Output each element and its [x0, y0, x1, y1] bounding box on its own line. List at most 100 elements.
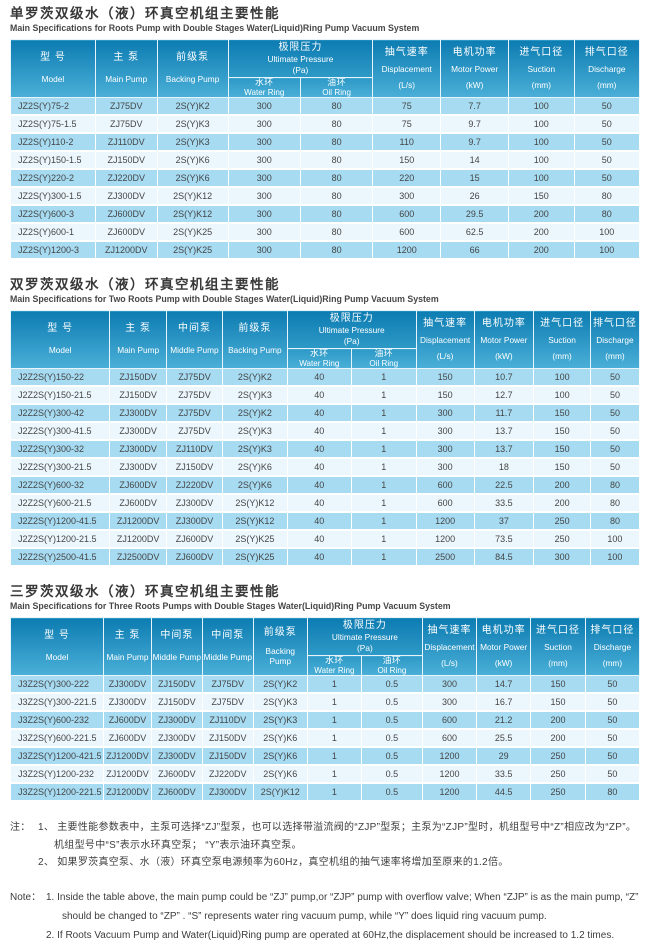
header-row-sub: 水环 Water Ring 油环 Oil Ring	[11, 348, 640, 369]
section-two-roots: 双罗茨双级水（液）环真空机组主要性能 Main Specifications f…	[9, 277, 641, 567]
cell-value: 25.5	[476, 729, 532, 748]
col-header-pump: 型 号 Model	[9, 310, 111, 369]
col-header-pressure-group: 极限压力 Ultimate Pressure (Pa)	[227, 39, 374, 78]
cell-value: 0.5	[360, 711, 423, 730]
cell-value: 150	[415, 386, 475, 405]
cell-value: ZJ220DV	[94, 169, 158, 188]
cell-value: ZJ2500DV	[109, 548, 167, 567]
cell-value: 0.5	[360, 747, 423, 766]
header-label-en: Middle Pump	[203, 652, 252, 663]
cell-model: JZ2S(Y)300-1.5	[10, 187, 96, 206]
cell-value: 1	[306, 711, 362, 730]
header-label-zh: 中间泵	[160, 630, 194, 642]
header-label-zh: 电机功率	[452, 46, 497, 58]
header-label-unit: (L/s)	[436, 351, 454, 362]
cell-value: 0.5	[360, 729, 423, 748]
col-header-pressure-group: 极限压力 Ultimate Pressure (Pa)	[306, 617, 423, 656]
header-cell-content: 中间泵 Middle Pump	[167, 311, 222, 368]
col-header-pump: 主 泵 Main Pump	[109, 310, 167, 369]
cell-value: 2S(Y)K6	[252, 765, 308, 784]
cell-value: ZJ150DV	[201, 729, 254, 748]
table-body: J2Z2S(Y)150-22 ZJ150DV ZJ75DV 2S(Y)K2 40 1 150…	[9, 368, 641, 567]
cell-value: 1	[350, 368, 417, 387]
header-row-main: 型 号 Model 主 泵 Main Pump 前级泵 Backing Pump 极限压力 U…	[10, 39, 641, 98]
cell-value: 200	[533, 476, 591, 495]
cell-value: 1	[350, 404, 417, 423]
table-row: J2Z2S(Y)300-21.5 ZJ300DV ZJ150DV 2S(Y)K6 40 1…	[9, 458, 641, 477]
cell-value: 2S(Y)K3	[156, 115, 229, 134]
section-title-zh: 单罗茨双级水（液）环真空机组主要性能	[10, 6, 280, 21]
note-text: 主要性能参数表中，主泵可选择“ZJ”型泵，也可以选择带溢流阀的“ZJP”型泵；主…	[54, 822, 637, 851]
header-cell-content: 电机功率 Motor Power (kW)	[477, 618, 530, 675]
note-item: 2. If Roots Vacuum Pump and Water(Liquid…	[46, 926, 640, 945]
header-row-main: 型 号 Model 主 泵 Main Pump 中间泵 Middle Pump 中间泵 Mid…	[9, 617, 641, 676]
cell-value: 37	[473, 512, 535, 531]
header-cell-content: 中间泵 Middle Pump	[203, 618, 253, 675]
cell-value: ZJ110DV	[165, 440, 223, 459]
cell-value: 2S(Y)K6	[156, 169, 229, 188]
header-label-zh: 中间泵	[177, 323, 211, 335]
cell-value: ZJ150DV	[109, 386, 167, 405]
header-label-zh: 油环	[327, 77, 346, 88]
cell-value: 1	[306, 747, 362, 766]
cell-value: ZJ300DV	[109, 440, 167, 459]
cell-value: 1	[350, 458, 417, 477]
cell-value: ZJ150DV	[150, 675, 203, 694]
cell-value: 80	[299, 169, 374, 188]
cell-value: 40	[286, 512, 352, 531]
cell-value: 1	[350, 476, 417, 495]
cell-value: 2S(Y)K12	[156, 205, 229, 224]
header-label-zh: 前级泵	[176, 52, 210, 64]
cell-value: ZJ150DV	[201, 747, 254, 766]
spec-table-container: 型 号 Model 主 泵 Main Pump 中间泵 Middle Pump 中间泵 Mid…	[9, 617, 641, 802]
notes-label-zh: 注：	[10, 822, 31, 833]
cell-value: 50	[589, 440, 641, 459]
cell-value: 150	[530, 693, 586, 712]
header-label-zh: 主 泵	[125, 323, 152, 335]
header-cell-content: 进气口径 Suction (mm)	[534, 311, 590, 368]
header-label-en: Displacement	[381, 63, 432, 74]
cell-value: 1	[306, 765, 362, 784]
cell-value: 7.7	[440, 97, 510, 116]
header-label-en: Water Ring	[244, 87, 285, 97]
cell-value: 150	[533, 458, 591, 477]
header-label-en: Displacement	[419, 334, 471, 345]
cell-value: ZJ1200DV	[109, 530, 167, 549]
cell-value: 80	[299, 115, 374, 134]
cell-value: 250	[533, 512, 591, 531]
header-label-unit: (mm)	[548, 658, 568, 669]
header-label-en: Ultimate Pressure	[331, 631, 398, 642]
table-header: 型 号 Model 主 泵 Main Pump 前级泵 Backing Pump 极限压力 U…	[10, 39, 641, 98]
header-label-unit: (L/s)	[398, 80, 416, 91]
spec-table: 型 号 Model 主 泵 Main Pump 中间泵 Middle Pump 前级泵 Bac…	[9, 310, 641, 567]
header-cell-content: 极限压力 Ultimate Pressure (Pa)	[229, 40, 373, 77]
note-text: 如果罗茨真空泵、水（液）环真空泵电源频率为60Hz，真空机组的抽气速率将增加至原…	[57, 857, 509, 868]
header-label-en: Oil Ring	[369, 358, 399, 368]
header-label-zh: 型 号	[44, 630, 70, 642]
header-cell-content: 型 号 Model	[11, 40, 95, 97]
cell-model: J2Z2S(Y)150-21.5	[9, 386, 111, 405]
cell-value: 2S(Y)K6	[156, 151, 229, 170]
header-label-zh: 水环	[254, 77, 274, 88]
col-header-pump: 型 号 Model	[9, 617, 105, 676]
header-cell-content: 中间泵 Middle Pump	[152, 618, 202, 675]
note-text: If Roots Vacuum Pump and Water(Liquid)Ri…	[57, 929, 615, 941]
header-label-en: Water Ring	[314, 665, 355, 675]
header-cell-content: 主 泵 Main Pump	[104, 618, 151, 675]
header-label-unit: (mm)	[597, 80, 617, 91]
table-header: 型 号 Model 主 泵 Main Pump 中间泵 Middle Pump 中间泵 Mid…	[9, 617, 641, 676]
cell-value: 300	[227, 151, 301, 170]
cell-value: 300	[227, 187, 301, 206]
note-number: 1、	[38, 822, 58, 833]
cell-value: 1	[350, 530, 417, 549]
header-label-unit: (mm)	[552, 351, 572, 362]
cell-model: J3Z2S(Y)600-232	[9, 711, 105, 730]
table-row: JZ2S(Y)110-2 ZJ110DV 2S(Y)K3 300 80 110 9.7 100…	[10, 133, 641, 152]
header-cell-content: 主 泵 Main Pump	[110, 311, 166, 368]
cell-value: ZJ600DV	[109, 476, 167, 495]
cell-value: 100	[533, 386, 591, 405]
table-row: JZ2S(Y)600-1 ZJ600DV 2S(Y)K25 300 80 600 62.5 2…	[10, 223, 641, 242]
note-items: 1、 主要性能参数表中，主泵可选择“ZJ”型泵，也可以选择带溢流阀的“ZJP”型…	[10, 819, 640, 872]
header-label-zh: 抽气速率	[427, 624, 472, 636]
table-row: J2Z2S(Y)600-32 ZJ600DV ZJ220DV 2S(Y)K6 40 1 60…	[9, 476, 641, 495]
